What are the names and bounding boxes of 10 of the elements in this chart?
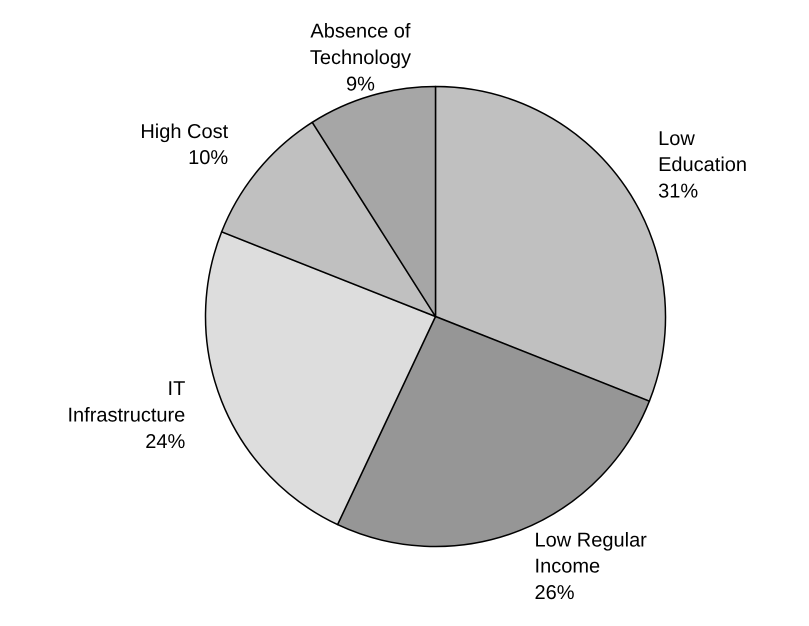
- slice-label: Low Regular Income: [534, 529, 648, 578]
- data-label: 10%: [188, 147, 228, 170]
- data-label: 24%: [145, 430, 186, 453]
- data-label: 31%: [658, 180, 698, 203]
- slice-label: IT Infrastructure: [67, 378, 186, 427]
- slice-label: Low Education: [658, 128, 748, 176]
- data-label: 9%: [346, 73, 376, 96]
- data-label: 26%: [534, 582, 575, 604]
- slice-label: High Cost: [140, 120, 229, 143]
- slice-label: Absence of Technology: [310, 20, 412, 70]
